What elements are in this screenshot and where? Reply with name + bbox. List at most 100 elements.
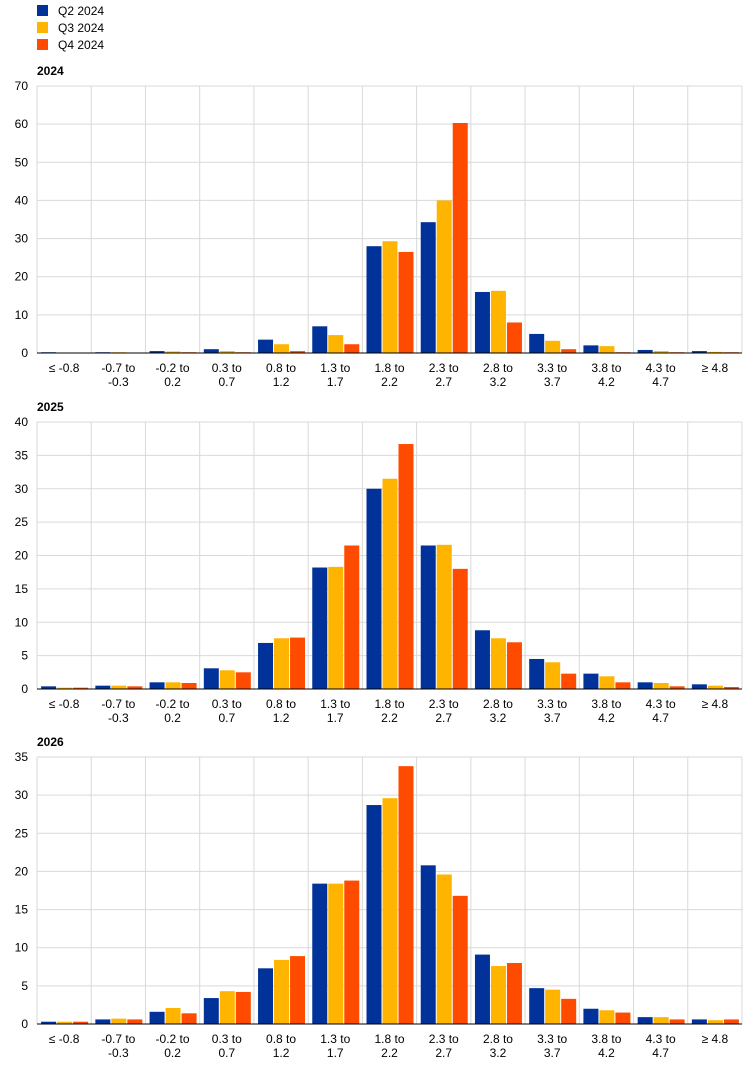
y-tick-label: 70	[15, 79, 29, 93]
legend: Q2 2024 Q3 2024 Q4 2024	[37, 2, 104, 53]
bar-2024-q2-2024-4	[258, 339, 274, 353]
bar-2026-q3-2024-9	[545, 989, 561, 1024]
x-tick-label-line: 4.7	[652, 711, 669, 725]
x-tick-label: 3.3 to 3.7	[537, 361, 567, 389]
x-tick-label-line: ≥ 4.8	[702, 361, 729, 375]
legend-item-q2-2024: Q2 2024	[37, 2, 104, 19]
bar-2025-q2-2024-3	[203, 668, 219, 689]
x-tick-label: ≤ -0.8	[49, 361, 80, 375]
y-tick-label: 15	[15, 582, 29, 596]
bar-2026-q3-2024-0	[57, 1021, 73, 1024]
bar-2026-q3-2024-7	[436, 874, 452, 1024]
x-tick-label-line: 2.8 to	[483, 697, 513, 711]
bar-2025-q2-2024-6	[366, 488, 382, 689]
y-tick-label: 25	[15, 515, 29, 529]
x-tick-label: -0.7 to -0.3	[101, 1032, 135, 1060]
bar-2026-q2-2024-11	[637, 1017, 653, 1024]
bar-2026-q4-2024-0	[73, 1021, 89, 1024]
bar-2025-q4-2024-10	[615, 682, 631, 689]
bar-2026-q3-2024-1	[111, 1018, 127, 1024]
x-tick-label-line: 2.3 to	[429, 697, 459, 711]
y-tick-label: 5	[21, 649, 28, 663]
bar-2025-q2-2024-11	[637, 682, 653, 689]
x-tick-label-line: ≤ -0.8	[49, 697, 80, 711]
bar-2025-q2-2024-2	[149, 682, 165, 689]
bar-2025-q3-2024-4	[274, 638, 290, 689]
bar-2025-q4-2024-7	[452, 568, 468, 689]
bar-2024-q2-2024-12	[691, 351, 707, 353]
x-tick-label-line: -0.7 to	[101, 361, 135, 375]
y-tick-label: 20	[15, 864, 29, 878]
x-tick-label-line: 0.2	[164, 1046, 181, 1060]
bar-2025-q2-2024-12	[691, 684, 707, 689]
panel-title-2024: 2024	[37, 64, 64, 78]
x-tick-label: 1.8 to 2.2	[374, 361, 404, 389]
x-tick-label-line: 4.3 to	[646, 697, 676, 711]
bar-2024-q2-2024-7	[420, 222, 436, 353]
x-tick-label-line: 3.2	[490, 711, 507, 725]
bar-2024-q3-2024-3	[219, 351, 235, 353]
x-tick-label-line: 3.3 to	[537, 697, 567, 711]
bar-2026-q4-2024-3	[235, 991, 251, 1024]
x-tick-label-line: 1.2	[273, 711, 290, 725]
x-tick-label-line: 0.7	[218, 1046, 235, 1060]
x-tick-label: 3.3 to 3.7	[537, 1032, 567, 1060]
bar-2026-q2-2024-3	[203, 998, 219, 1024]
bar-2025-q4-2024-2	[181, 682, 197, 689]
legend-item-q4-2024: Q4 2024	[37, 36, 104, 53]
bar-2024-q4-2024-5	[344, 344, 360, 353]
bar-2025-q4-2024-1	[127, 686, 143, 689]
x-tick-label-line: 3.8 to	[591, 697, 621, 711]
x-tick-label-line: 0.3 to	[212, 697, 242, 711]
legend-swatch-q4-2024	[37, 39, 48, 50]
bar-2026-q3-2024-5	[328, 883, 344, 1024]
bar-2025-q4-2024-12	[723, 686, 739, 689]
x-tick-label-line: 3.7	[544, 711, 561, 725]
bar-2026-q4-2024-8	[506, 962, 522, 1024]
x-tick-label-line: 0.3 to	[212, 361, 242, 375]
x-tick-label: -0.2 to 0.2	[156, 1032, 190, 1060]
x-tick-label-line: -0.2 to	[156, 1032, 190, 1046]
bar-2026-q3-2024-6	[382, 798, 398, 1024]
x-tick-label-line: 3.2	[490, 375, 507, 389]
x-tick-label: ≥ 4.8	[702, 1032, 729, 1046]
bar-2026-q2-2024-9	[529, 988, 545, 1024]
bar-2024-q4-2024-4	[290, 351, 306, 353]
x-tick-label-line: 1.8 to	[374, 1032, 404, 1046]
bar-2026-q2-2024-5	[312, 883, 328, 1024]
x-tick-label-line: ≥ 4.8	[702, 697, 729, 711]
bar-2024-q3-2024-10	[599, 346, 615, 353]
bar-2025-q2-2024-8	[474, 630, 490, 689]
x-tick-label-line: -0.2 to	[156, 361, 190, 375]
bar-2025-q4-2024-9	[561, 673, 577, 689]
x-tick-label: 0.3 to 0.7	[212, 361, 242, 389]
x-tick-label-line: 3.7	[544, 1046, 561, 1060]
x-tick-label: 1.3 to 1.7	[320, 697, 350, 725]
bar-2024-q3-2024-2	[165, 351, 181, 353]
bar-2024-q2-2024-3	[203, 349, 219, 353]
x-tick-label-line: 2.2	[381, 375, 398, 389]
x-tick-label-line: 1.3 to	[320, 1032, 350, 1046]
x-tick-label-line: 1.3 to	[320, 361, 350, 375]
x-tick-label-line: 0.8 to	[266, 361, 296, 375]
bar-2024-q3-2024-8	[490, 290, 506, 353]
bar-2025-q4-2024-11	[669, 686, 685, 689]
x-tick-label-line: 2.3 to	[429, 1032, 459, 1046]
bar-2026-q4-2024-1	[127, 1019, 143, 1024]
x-tick-label-line: 3.8 to	[591, 1032, 621, 1046]
x-tick-label: 1.3 to 1.7	[320, 361, 350, 389]
x-tick-label-line: 3.2	[490, 1046, 507, 1060]
bar-2026-q3-2024-2	[165, 1007, 181, 1024]
bar-2024-q2-2024-5	[312, 326, 328, 353]
x-tick-label-line: 1.8 to	[374, 697, 404, 711]
bar-2026-q2-2024-10	[583, 1008, 599, 1024]
bar-2025-q3-2024-8	[490, 638, 506, 689]
bar-2025-q3-2024-6	[382, 478, 398, 689]
x-tick-label: 3.8 to 4.2	[591, 361, 621, 389]
x-tick-label: 4.3 to 4.7	[646, 697, 676, 725]
legend-swatch-q3-2024	[37, 22, 48, 33]
bar-2024-q2-2024-11	[637, 349, 653, 353]
y-tick-label: 30	[15, 232, 29, 246]
bar-2026-q3-2024-8	[490, 966, 506, 1024]
x-tick-label: 2.3 to 2.7	[429, 1032, 459, 1060]
